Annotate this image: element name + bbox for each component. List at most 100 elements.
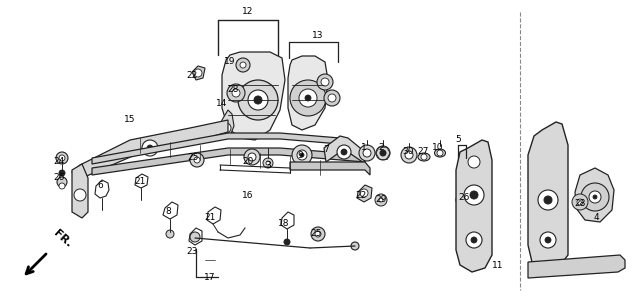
Text: 26: 26 (458, 193, 470, 202)
Circle shape (305, 95, 311, 101)
Circle shape (540, 232, 556, 248)
Text: 3: 3 (265, 161, 271, 170)
Text: 20: 20 (243, 158, 253, 167)
Circle shape (284, 239, 290, 245)
Circle shape (57, 177, 67, 187)
Circle shape (321, 78, 329, 86)
Circle shape (437, 150, 443, 156)
Circle shape (359, 145, 375, 161)
Text: 18: 18 (278, 219, 290, 228)
Circle shape (581, 183, 609, 211)
Text: 30: 30 (403, 147, 413, 156)
Circle shape (405, 151, 413, 159)
Circle shape (59, 155, 65, 161)
Circle shape (166, 230, 174, 238)
Circle shape (466, 232, 482, 248)
Circle shape (238, 80, 278, 120)
Text: 15: 15 (124, 115, 136, 124)
Circle shape (379, 198, 383, 202)
Circle shape (248, 90, 268, 110)
Ellipse shape (435, 149, 445, 157)
Text: 11: 11 (492, 260, 504, 269)
Text: 17: 17 (204, 274, 216, 283)
Circle shape (577, 199, 583, 205)
Circle shape (266, 161, 270, 165)
Circle shape (190, 232, 200, 242)
Polygon shape (528, 255, 625, 278)
Text: 2: 2 (378, 144, 384, 152)
Text: 21: 21 (204, 213, 216, 222)
Circle shape (299, 89, 317, 107)
Circle shape (59, 170, 65, 176)
Text: 4: 4 (593, 213, 599, 222)
Circle shape (194, 157, 200, 163)
Text: 23: 23 (186, 248, 198, 257)
Circle shape (297, 150, 307, 160)
Circle shape (56, 152, 68, 164)
Circle shape (227, 84, 245, 102)
Text: 1: 1 (361, 144, 367, 152)
Text: 25: 25 (310, 230, 322, 239)
Circle shape (456, 194, 468, 206)
Circle shape (232, 89, 240, 97)
Text: 19: 19 (224, 57, 236, 66)
Polygon shape (222, 52, 285, 140)
Circle shape (236, 58, 250, 72)
Polygon shape (92, 133, 340, 164)
Circle shape (300, 153, 304, 157)
Circle shape (468, 156, 480, 168)
Circle shape (401, 147, 417, 163)
Polygon shape (290, 162, 370, 175)
Circle shape (572, 194, 588, 210)
Text: 25: 25 (188, 153, 198, 162)
Circle shape (460, 198, 464, 202)
Polygon shape (324, 136, 365, 163)
Circle shape (360, 189, 368, 197)
Text: 12: 12 (243, 7, 253, 16)
Circle shape (311, 227, 325, 241)
Circle shape (341, 149, 347, 155)
Circle shape (221, 123, 231, 133)
Circle shape (593, 195, 597, 199)
Circle shape (351, 242, 359, 250)
Text: 24: 24 (53, 158, 65, 167)
Text: 6: 6 (97, 181, 103, 190)
Text: 10: 10 (432, 144, 444, 152)
Circle shape (363, 149, 371, 157)
Circle shape (471, 237, 477, 243)
Polygon shape (575, 168, 614, 222)
Circle shape (545, 237, 551, 243)
Circle shape (292, 145, 312, 165)
Circle shape (194, 69, 202, 77)
Polygon shape (288, 56, 328, 130)
Circle shape (375, 194, 387, 206)
Text: 21: 21 (134, 178, 146, 187)
Circle shape (263, 158, 273, 168)
Circle shape (254, 96, 262, 104)
Ellipse shape (418, 153, 430, 161)
Circle shape (421, 154, 427, 160)
Text: 7: 7 (323, 146, 329, 155)
Text: 13: 13 (312, 30, 324, 39)
Circle shape (315, 231, 321, 237)
Text: 22: 22 (186, 71, 198, 80)
Circle shape (190, 153, 204, 167)
Circle shape (544, 196, 552, 204)
Text: 26: 26 (53, 173, 65, 182)
Text: FR.: FR. (52, 228, 74, 249)
Circle shape (376, 146, 390, 160)
Polygon shape (357, 185, 372, 202)
Polygon shape (72, 164, 88, 218)
Circle shape (589, 191, 601, 203)
Polygon shape (218, 110, 234, 138)
Polygon shape (92, 148, 365, 175)
Text: 27: 27 (417, 147, 429, 156)
Text: 9: 9 (297, 150, 303, 159)
Text: 14: 14 (216, 98, 228, 108)
Circle shape (147, 145, 153, 151)
Circle shape (328, 94, 336, 102)
Circle shape (244, 149, 260, 165)
Text: 16: 16 (243, 191, 253, 201)
Polygon shape (192, 66, 205, 80)
Text: 28: 28 (574, 199, 586, 208)
